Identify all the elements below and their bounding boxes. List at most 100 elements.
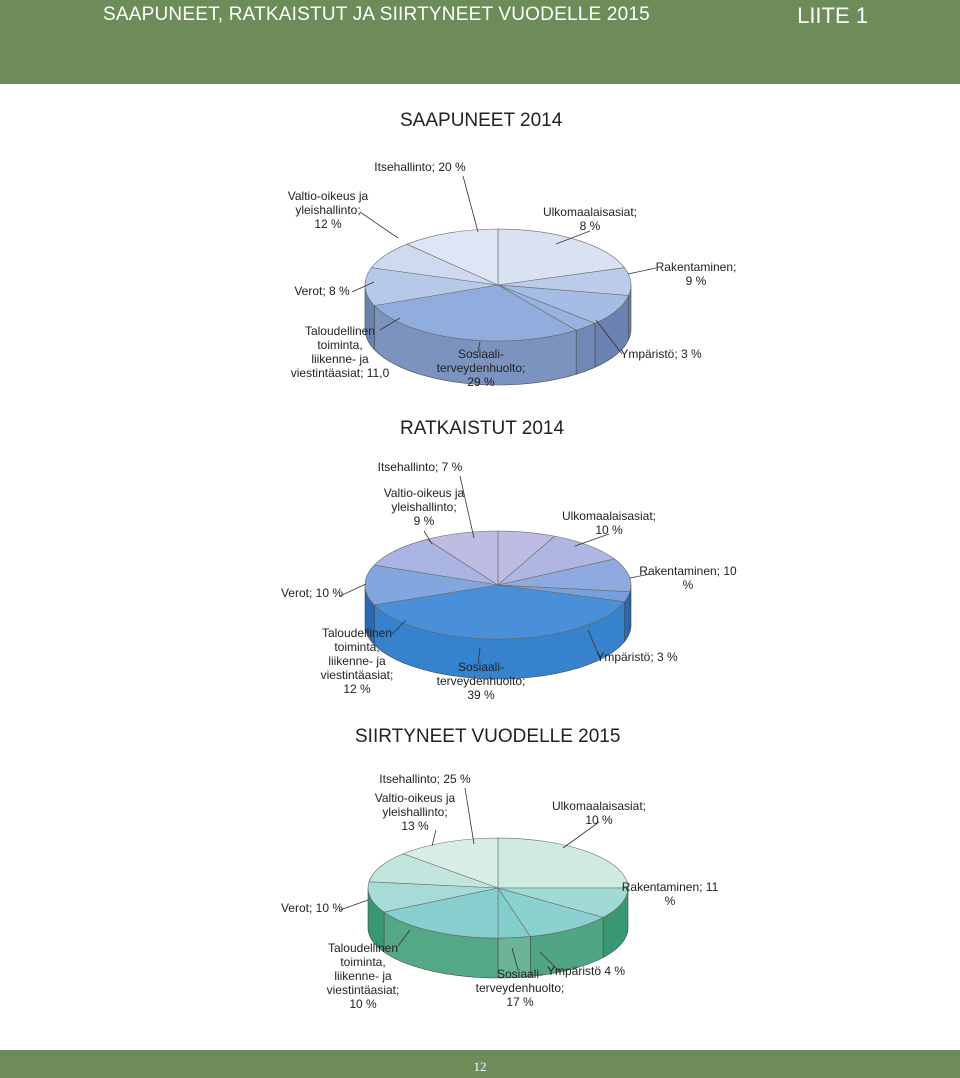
leader-line-3-3 xyxy=(625,887,629,893)
slice-label-line: 9 % xyxy=(686,274,707,288)
slice-label-line: Sosiaali- xyxy=(458,660,504,674)
slice-label-line: 17 % xyxy=(506,995,534,1009)
slice-3-8 xyxy=(402,837,499,889)
slice-label-2-7: Verot; 10 % xyxy=(281,586,343,600)
slice-label-2-5: Sosiaali-terveydenhuolto; 39 % xyxy=(437,660,526,702)
leader-line-2-1 xyxy=(459,475,475,539)
slice-label-line: 13 % xyxy=(401,819,429,833)
slice-label-3-1: Itsehallinto; 25 % xyxy=(379,772,471,786)
leader-line-2-8 xyxy=(423,530,433,545)
pie-chart-1: Itsehallinto; 20 % Ulkomaalaisasiat; 8 % Ra… xyxy=(288,160,737,389)
slice-label-line: 10 % xyxy=(585,813,613,827)
chart-title-siirtyneet: SIIRTYNEET VUODELLE 2015 xyxy=(355,726,621,747)
slice-1-6 xyxy=(364,267,499,306)
slice-label-line: % xyxy=(665,894,676,908)
page-number: 12 xyxy=(473,1059,487,1074)
pie-chart-2: Itsehallinto; 7 % Ulkomaalaisasiat; 10 % Ra… xyxy=(281,460,737,702)
leader-line-2-7 xyxy=(339,583,367,597)
slice-label-1-3: Rakentaminen; 9 % xyxy=(656,260,737,288)
leader-line-2-6 xyxy=(391,619,407,635)
slice-label-line: Ulkomaalaisasiat; xyxy=(543,205,637,219)
slice-label-line: liikenne- ja xyxy=(328,654,386,668)
slice-label-3-4: Ympäristö 4 % xyxy=(547,964,625,978)
slice-label-line: Valtio-oikeus ja xyxy=(375,791,456,805)
slice-label-line: % xyxy=(683,578,694,592)
slice-label-line: yleishallinto; xyxy=(391,500,456,514)
slice-1-1 xyxy=(497,228,626,286)
slice-label-2-3: Rakentaminen; 10% xyxy=(639,564,737,592)
slice-label-line: Taloudellinen xyxy=(328,941,398,955)
slice-2-2 xyxy=(497,535,616,586)
leader-line-2-5 xyxy=(477,647,481,665)
slice-label-line: liikenne- ja xyxy=(311,352,369,366)
slice-label-line: toiminta, xyxy=(334,640,379,654)
leader-line-1-1 xyxy=(462,175,479,233)
leader-line-1-4 xyxy=(595,319,623,355)
leader-line-3-1 xyxy=(464,787,475,845)
slice-label-line: Itsehallinto; 25 % xyxy=(379,772,471,786)
leader-line-1-8 xyxy=(359,211,399,239)
slice-label-line: Itsehallinto; 7 % xyxy=(378,460,463,474)
slice-label-line: viestintäasiat; xyxy=(327,983,400,997)
slice-label-line: yleishallinto; xyxy=(382,805,447,819)
slice-3-6 xyxy=(367,881,499,913)
slice-label-1-2: Ulkomaalaisasiat; 8 % xyxy=(543,205,637,233)
slice-3-1 xyxy=(497,837,629,889)
slice-3-5 xyxy=(383,887,499,939)
slice-label-line: Verot; 10 % xyxy=(281,901,343,915)
slice-label-2-6: Taloudellinen toiminta, liikenne- ja viesti… xyxy=(321,626,394,696)
appendix-label: LIITE 1 xyxy=(797,3,868,28)
slice-label-line: viestintäasiat; xyxy=(321,668,394,682)
slice-label-1-6: Taloudellinen toiminta, liikenne- ja viesti… xyxy=(291,324,390,380)
slice-2-5 xyxy=(373,584,626,640)
slice-label-line: Ympäristö; 3 % xyxy=(620,347,702,361)
slice-label-line: Taloudellinen xyxy=(305,324,375,338)
slice-label-line: viestintäasiat; 11,0 xyxy=(291,366,390,380)
slice-2-3 xyxy=(497,558,632,593)
slice-label-line: liikenne- ja xyxy=(334,969,392,983)
slice-label-line: Valtio-oikeus ja xyxy=(384,486,465,500)
slice-label-line: Ulkomaalaisasiat; xyxy=(562,509,656,523)
slice-label-line: Sosiaali- xyxy=(497,967,543,981)
slice-label-2-1: Itsehallinto; 7 % xyxy=(378,460,463,474)
slice-1-8 xyxy=(406,228,499,286)
slice-label-line: Valtio-oikeus ja xyxy=(288,189,369,203)
slice-label-line: 12 % xyxy=(314,217,342,231)
pie-chart-3: Itsehallinto; 25 % Ulkomaalaisasiat; 10 % R… xyxy=(281,772,719,1011)
slice-label-1-1: Itsehallinto; 20 % xyxy=(374,160,466,174)
slice-label-line: toiminta, xyxy=(340,955,385,969)
slice-label-3-3: Rakentaminen; 11% xyxy=(622,880,719,908)
leader-line-3-6 xyxy=(397,929,411,947)
slice-label-line: Ympäristö 4 % xyxy=(547,964,625,978)
slice-label-line: toiminta, xyxy=(317,338,362,352)
slice-label-3-8: Valtio-oikeus ja yleishallinto; 13 % xyxy=(375,791,456,833)
slice-3-7 xyxy=(368,853,499,889)
leader-line-3-5 xyxy=(511,947,519,971)
slice-2-8 xyxy=(425,530,499,586)
slice-label-line: terveydenhuolto; xyxy=(437,674,526,688)
slice-label-1-4: Ympäristö; 3 % xyxy=(620,347,702,361)
slice-2-7 xyxy=(373,539,499,586)
slice-label-1-5: Sosiaali-terveydenhuolto; 29 % xyxy=(437,347,526,389)
leader-line-1-2 xyxy=(555,230,591,245)
leader-line-3-7 xyxy=(339,899,369,911)
slice-label-2-4: Ympäristö; 3 % xyxy=(596,650,678,664)
slice-label-line: Ulkomaalaisasiat; xyxy=(552,799,646,813)
slice-label-3-7: Verot; 10 % xyxy=(281,901,343,915)
leader-line-1-6 xyxy=(379,317,401,331)
slice-label-line: Verot; 10 % xyxy=(281,586,343,600)
slice-label-line: Sosiaali- xyxy=(458,347,504,361)
slice-side-1-4 xyxy=(575,322,596,375)
leader-line-3-8 xyxy=(431,829,437,847)
slice-label-line: terveydenhuolto; xyxy=(476,981,565,995)
leader-line-1-3 xyxy=(627,267,657,275)
chart-title-saapuneet: SAAPUNEET 2014 xyxy=(400,110,563,131)
header-bar: SAAPUNEET, RATKAISTUT JA SIIRTYNEET VUOD… xyxy=(0,0,960,84)
slice-label-3-6: Taloudellinen toiminta, liikenne- ja viesti… xyxy=(327,941,400,1011)
slice-label-2-8: Valtio-oikeus ja yleishallinto; 9 % xyxy=(384,486,465,528)
slice-label-3-5: Sosiaali-terveydenhuolto; 17 % xyxy=(476,967,565,1009)
slice-label-line: Rakentaminen; xyxy=(656,260,737,274)
slice-label-line: 12 % xyxy=(343,682,371,696)
leader-line-2-4 xyxy=(587,629,601,659)
